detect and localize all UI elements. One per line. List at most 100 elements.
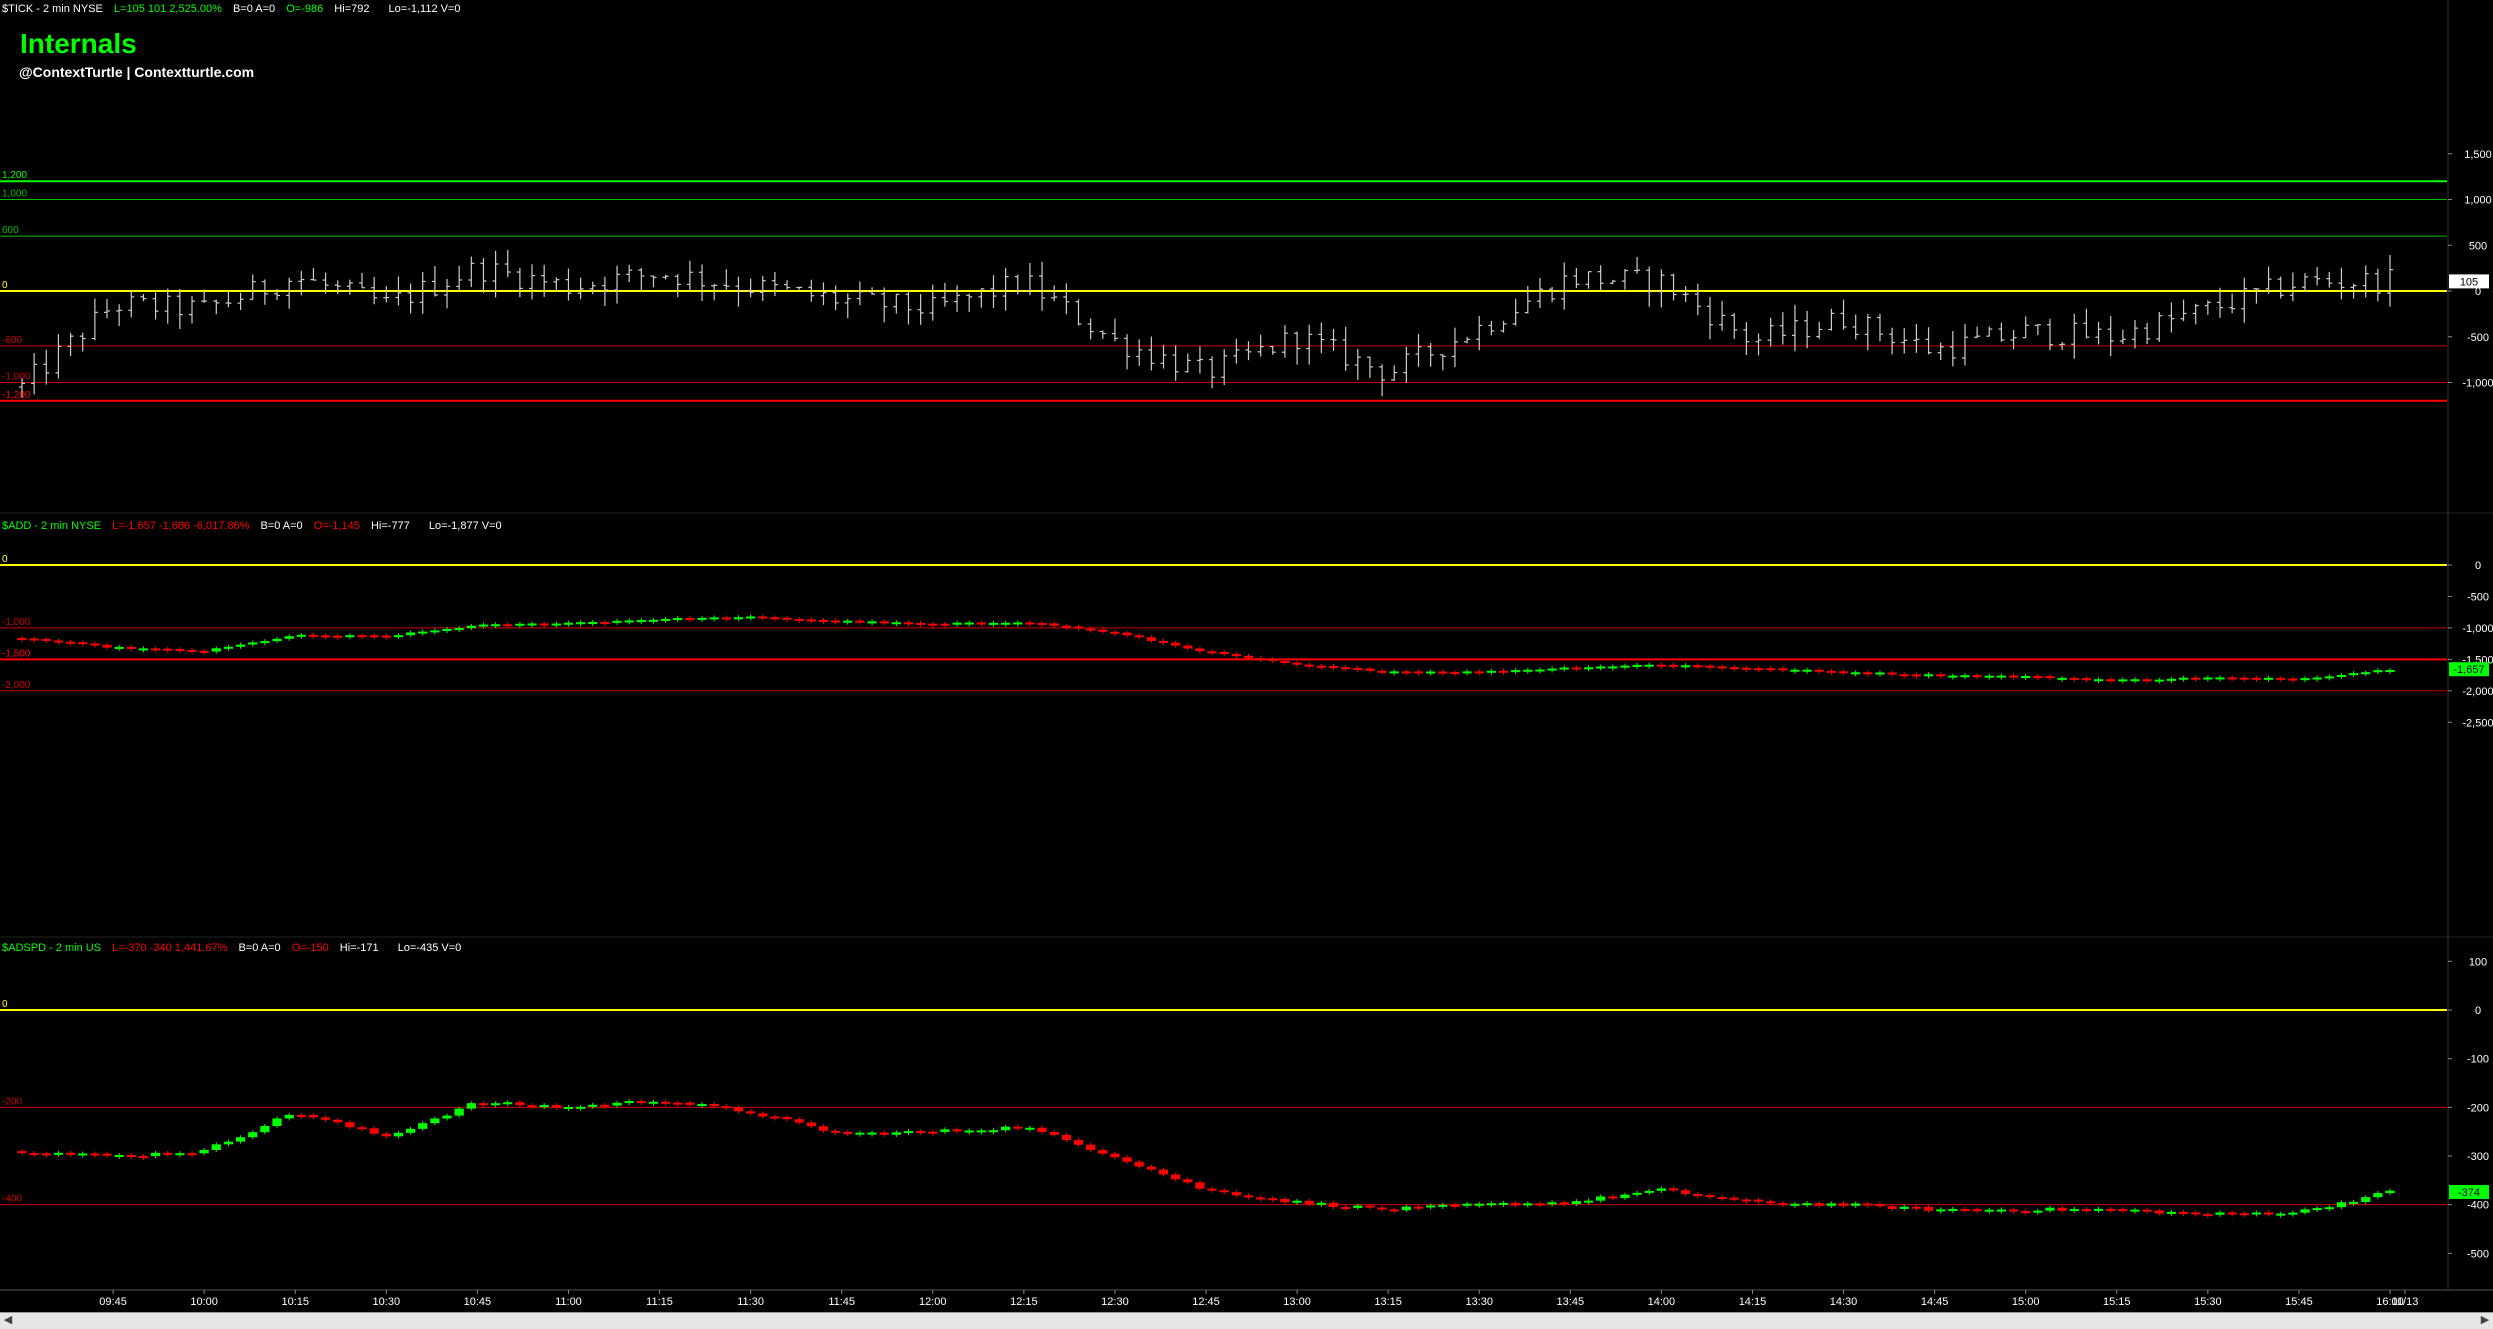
add-candle (575, 622, 586, 625)
adspd-candle (454, 1108, 464, 1116)
adspd-candle (1013, 1126, 1023, 1129)
adspd-candle (1681, 1190, 1691, 1195)
add-candle (454, 628, 464, 631)
add-candle (964, 622, 974, 625)
add-candle (709, 617, 719, 620)
adspd-candle (782, 1116, 792, 1120)
adspd-candle (1219, 1190, 1229, 1193)
adspd-candle (1134, 1161, 1144, 1167)
add-candle (1741, 667, 1752, 670)
adspd-candle (588, 1104, 598, 1107)
adspd-candle (2385, 1190, 2395, 1194)
horizontal-scrollbar[interactable]: ◀ ▶ (0, 1312, 2493, 1329)
adspd-candle (964, 1130, 974, 1133)
adspd-candle (2336, 1202, 2347, 1208)
add-candle (903, 622, 914, 625)
adspd-candle (260, 1125, 270, 1133)
tick-last-value-box (2449, 274, 2489, 289)
add-candle (211, 648, 221, 652)
scroll-right-icon[interactable]: ▶ (2480, 1314, 2490, 1326)
adspd-candle (1511, 1202, 1521, 1206)
adspd-candle (2033, 1210, 2043, 1213)
add-candle (1001, 622, 1011, 625)
add-candle (1511, 670, 1521, 673)
add-header-high: Hi=-777 (371, 520, 410, 532)
adspd-candle (1814, 1203, 1824, 1206)
adspd-candle (697, 1104, 707, 1107)
adspd-candle (430, 1118, 440, 1124)
add-candle (2373, 670, 2383, 673)
add-candle (770, 617, 780, 620)
adspd-candle (1280, 1198, 1290, 1203)
add-candle (1426, 671, 1436, 674)
adspd-candle (1802, 1203, 1812, 1206)
adspd-candle (2276, 1213, 2286, 1216)
adspd-candle (1960, 1208, 1970, 1211)
adspd-candle (2021, 1211, 2031, 1214)
adspd-candle (418, 1123, 428, 1129)
add-candle (2191, 677, 2201, 680)
adspd-candle (770, 1116, 780, 1119)
add-candle (1013, 622, 1023, 625)
adspd-candle (1863, 1203, 1873, 1206)
add-candle (490, 624, 501, 627)
adspd-candle (515, 1102, 525, 1106)
add-candle (1158, 640, 1169, 643)
adspd-candle (600, 1104, 610, 1107)
adspd-candle (988, 1130, 999, 1133)
add-candle (1583, 667, 1594, 670)
adspd-candle (381, 1133, 391, 1137)
adspd-candle (1632, 1192, 1642, 1195)
add-candle (2130, 679, 2140, 682)
adspd-candle (636, 1101, 646, 1104)
add-candle (2239, 677, 2249, 680)
add-candle (478, 624, 489, 627)
adspd-candle (78, 1153, 88, 1156)
adspd-candle (1523, 1203, 1533, 1206)
adspd-candle (1243, 1195, 1254, 1198)
adspd-candle (2373, 1193, 2383, 1198)
add-ref-line-label: -2,000 (2, 680, 31, 691)
adspd-candle (733, 1107, 744, 1112)
x-tick-label: 13:30 (1465, 1296, 1493, 1308)
adspd-candle (1923, 1206, 1934, 1211)
adspd-candle (527, 1105, 537, 1108)
add-candle (1960, 675, 1970, 678)
add-candle (758, 616, 768, 619)
adspd-candle (1644, 1190, 1654, 1193)
scroll-left-icon[interactable]: ◀ (3, 1314, 13, 1326)
add-candle (2300, 678, 2310, 681)
adspd-candle (405, 1128, 416, 1133)
add-candle (1766, 668, 1776, 671)
adspd-candle (1778, 1203, 1788, 1206)
adspd-candle (1037, 1127, 1047, 1133)
adspd-candle (442, 1115, 452, 1119)
adspd-candle (660, 1101, 671, 1104)
add-candle (1863, 672, 1873, 675)
adspd-candle (843, 1132, 853, 1135)
adspd-candle (490, 1103, 501, 1106)
add-candle (1498, 670, 1509, 673)
add-candle (916, 622, 926, 625)
add-candle (17, 637, 27, 640)
x-tick-label: 15:30 (2194, 1296, 2222, 1308)
add-candle (418, 631, 428, 634)
add-candle (855, 620, 865, 623)
add-candle (1049, 623, 1059, 626)
adspd-ref-line-label: -400 (2, 1194, 22, 1205)
adspd-candle (2300, 1209, 2310, 1213)
add-candle (272, 638, 282, 642)
add-candle (503, 624, 513, 627)
adspd-candle (187, 1153, 197, 1156)
add-candle (2385, 670, 2395, 673)
add-candle (1256, 658, 1266, 661)
add-candle (1705, 665, 1715, 668)
adspd-candle (1996, 1209, 2007, 1212)
adspd-y-tick-label: 0 (2475, 1005, 2481, 1017)
add-candle (369, 635, 379, 638)
adspd-ref-line-label: 0 (2, 999, 8, 1010)
add-candle (673, 618, 683, 621)
adspd-header-last: L=-370 -340 1,441.67% (112, 942, 228, 954)
adspd-y-tick-label: -300 (2467, 1151, 2489, 1163)
adspd-candle (1693, 1194, 1703, 1197)
